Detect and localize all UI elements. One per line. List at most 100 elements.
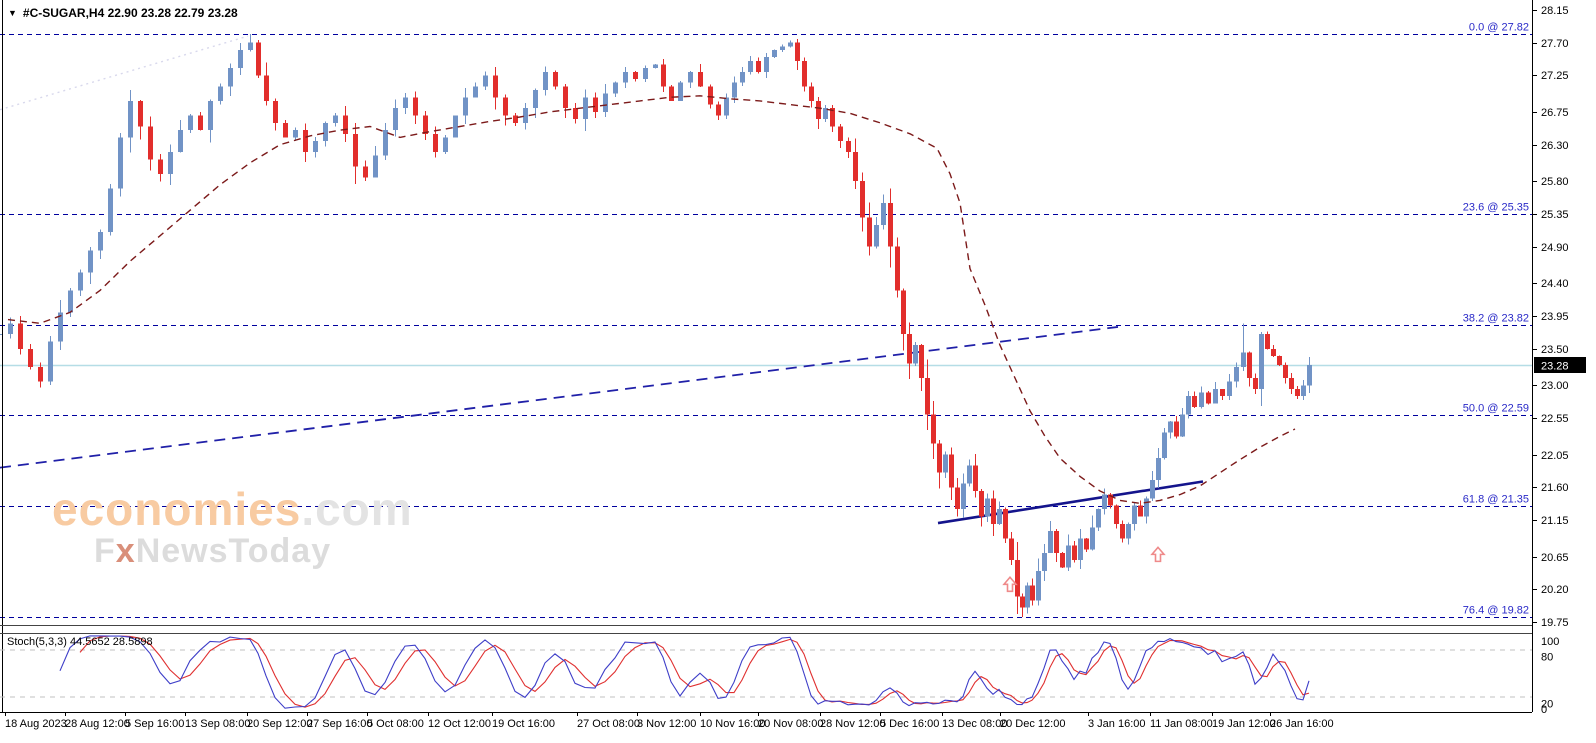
candle <box>708 86 713 105</box>
candle <box>1138 505 1143 517</box>
candle <box>881 203 886 225</box>
price-tick-label: 23.00 <box>1541 380 1569 392</box>
date-label: 3 Nov 12:00 <box>637 718 696 730</box>
candle <box>780 46 785 50</box>
candle <box>238 49 243 69</box>
price-tick-label: 22.55 <box>1541 413 1569 425</box>
candle <box>343 115 348 134</box>
candle <box>1150 480 1155 499</box>
candle <box>48 341 53 382</box>
candle <box>1096 509 1101 528</box>
date-label: 13 Sep 08:00 <box>185 718 250 730</box>
date-label: 28 Aug 12:00 <box>65 718 130 730</box>
symbol-dropdown-icon[interactable]: ▼ <box>8 7 17 18</box>
candle <box>678 82 683 101</box>
candle <box>413 97 418 116</box>
candle <box>333 115 338 123</box>
date-label: 10 Nov 16:00 <box>700 718 765 730</box>
candle <box>816 100 821 120</box>
candle <box>1030 585 1035 601</box>
candle <box>168 151 173 174</box>
price-tick-label: 26.75 <box>1541 107 1569 119</box>
date-label: 26 Jan 16:00 <box>1270 718 1334 730</box>
candle <box>1060 552 1065 568</box>
candle <box>593 97 598 112</box>
symbol-title: #C-SUGAR,H4 22.90 23.28 22.79 23.28 <box>22 6 238 20</box>
candle <box>293 130 298 138</box>
candle <box>0 334 3 336</box>
candle <box>1186 396 1191 415</box>
candle <box>961 483 966 510</box>
long-rising-dashed-trendline[interactable] <box>0 326 1119 469</box>
stoch-main-line <box>59 635 1310 709</box>
candle <box>98 232 103 251</box>
candle <box>1144 498 1149 517</box>
candle <box>108 188 113 233</box>
date-label: 20 Sep 12:00 <box>247 718 312 730</box>
candle <box>1227 381 1232 397</box>
price-tick-label: 21.15 <box>1541 515 1569 527</box>
fib-label: 23.6 @ 25.35 <box>1463 202 1529 214</box>
candle <box>28 348 33 368</box>
candle <box>353 133 358 167</box>
candle <box>1114 505 1119 524</box>
date-label: 27 Sep 16:00 <box>307 718 372 730</box>
symbol-title-bar[interactable]: ▼ #C-SUGAR,H4 22.90 23.28 22.79 23.28 <box>8 6 238 20</box>
up-arrow-shape <box>1150 546 1166 563</box>
fib-label: 76.4 @ 19.82 <box>1463 605 1529 617</box>
price-tick-label: 19.75 <box>1541 617 1569 629</box>
date-label: 13 Dec 08:00 <box>942 718 1007 730</box>
candle <box>997 509 1002 524</box>
candle <box>633 71 638 80</box>
candle <box>573 108 578 120</box>
stochastic-panel: 100 80 200 <box>0 635 1559 716</box>
candle <box>860 181 865 218</box>
candle <box>802 60 807 87</box>
fib-label: 38.2 @ 23.82 <box>1463 313 1529 325</box>
candle <box>583 97 588 120</box>
candle <box>1301 385 1306 397</box>
candle <box>846 141 851 152</box>
candle <box>888 203 893 247</box>
date-label: 19 Oct 16:00 <box>492 718 555 730</box>
price-tick-label: 20.20 <box>1541 584 1569 596</box>
candle <box>669 86 674 101</box>
date-label: 11 Jan 08:00 <box>1150 718 1213 730</box>
candle <box>874 224 879 247</box>
candle <box>809 86 814 101</box>
price-tick-label: 22.05 <box>1541 450 1569 462</box>
candle <box>853 151 858 182</box>
price-tick-label: 28.15 <box>1541 5 1569 17</box>
candle <box>1307 364 1312 386</box>
stochastic-indicator-label: Stoch(5,3,3) 44.5652 28.5898 <box>7 636 153 648</box>
candle <box>925 377 930 415</box>
date-label: 27 Oct 08:00 <box>577 718 640 730</box>
candle <box>383 130 388 156</box>
candle <box>1259 334 1264 389</box>
candle <box>1174 421 1179 437</box>
date-label: 18 Aug 2023 <box>5 718 67 730</box>
price-axis[interactable]: 28.15 27.70 27.25 26.75 26.30 25.80 25.35 24.90… <box>1532 5 1569 629</box>
candle <box>1199 392 1204 408</box>
candle <box>1156 458 1161 481</box>
candle <box>732 82 737 98</box>
candle <box>218 86 223 101</box>
stoch-tick-label: 80 <box>1541 652 1553 664</box>
candle <box>523 108 528 123</box>
date-label: 3 Jan 16:00 <box>1088 718 1146 730</box>
candle <box>643 68 648 80</box>
candle <box>1108 494 1113 506</box>
candle <box>1241 352 1246 368</box>
candle <box>373 155 378 178</box>
price-tick-label: 27.25 <box>1541 70 1569 82</box>
candle <box>943 454 948 473</box>
upper-light-dotted-trendline[interactable] <box>0 35 249 111</box>
date-label: 5 Oct 08:00 <box>367 718 424 730</box>
candle <box>264 75 269 101</box>
moving-average-line <box>7 95 1296 505</box>
badge-bg <box>1534 357 1586 373</box>
price-tick-label: 27.70 <box>1541 38 1569 50</box>
